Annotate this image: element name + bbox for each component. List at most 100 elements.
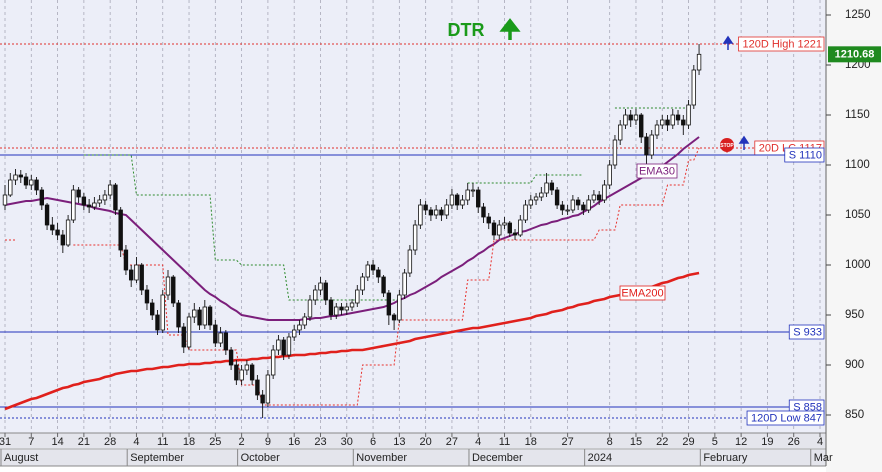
candle-body xyxy=(523,204,528,221)
candle-body xyxy=(102,194,108,201)
title-up-arrow xyxy=(499,18,521,40)
stop-line xyxy=(73,147,700,406)
stop-down-marker xyxy=(724,149,730,153)
candle-body xyxy=(239,369,244,381)
candle-body xyxy=(691,69,697,106)
candle-body xyxy=(318,282,323,291)
candle-body xyxy=(497,224,502,236)
level-label: S 858 xyxy=(793,401,822,413)
candle-body xyxy=(512,232,518,236)
candle-body xyxy=(449,194,455,206)
candle-body xyxy=(228,349,234,366)
x-tick-label: 27 xyxy=(446,436,458,448)
candle-body xyxy=(8,179,13,196)
x-tick-label: 29 xyxy=(682,436,694,448)
candle-body xyxy=(628,114,633,121)
candle-body xyxy=(596,194,602,201)
candle-body xyxy=(476,189,481,208)
candle-body xyxy=(139,264,144,291)
y-tick-label: 1250 xyxy=(845,9,871,21)
stop-arrow-icon xyxy=(738,135,750,150)
candle-body xyxy=(29,179,34,186)
candle-body xyxy=(623,114,628,126)
ema-line xyxy=(4,271,700,411)
level-label: S 1110 xyxy=(789,149,822,161)
month-label: September xyxy=(130,452,184,464)
ema30-label: EMA30 xyxy=(639,165,675,177)
candle-body xyxy=(570,199,576,211)
x-tick-label: 18 xyxy=(525,436,537,448)
x-tick-label: 30 xyxy=(341,436,353,448)
candle-body xyxy=(334,306,339,316)
candle-body xyxy=(612,139,618,166)
x-tick-label: 19 xyxy=(761,436,773,448)
candle-body xyxy=(518,219,523,236)
x-tick-label: 14 xyxy=(51,436,63,448)
y-tick-label: 1150 xyxy=(845,109,870,121)
x-tick-label: 20 xyxy=(420,436,432,448)
x-tick-label: 4 xyxy=(817,436,823,448)
candle-body xyxy=(307,299,313,318)
price-axis-panel xyxy=(826,0,882,472)
x-tick-label: 12 xyxy=(735,436,747,448)
candle-body xyxy=(633,114,639,121)
candle-body xyxy=(181,326,186,348)
candle-body xyxy=(470,189,476,192)
candle-body xyxy=(402,272,407,296)
candle-body xyxy=(418,204,423,226)
x-tick-label: 28 xyxy=(104,436,116,448)
candle-body xyxy=(328,299,334,316)
candle-body xyxy=(365,264,371,278)
candle-body xyxy=(670,114,675,126)
candle-body xyxy=(344,306,349,311)
candle-body xyxy=(581,204,586,211)
x-tick-label: 4 xyxy=(133,436,139,448)
candle-body xyxy=(176,302,181,328)
candle-body xyxy=(302,316,307,326)
candle-body xyxy=(491,222,497,236)
candle-body xyxy=(150,302,155,316)
candle-body xyxy=(617,124,623,141)
candle-body xyxy=(423,204,428,211)
candle-body xyxy=(270,349,276,376)
candle-body xyxy=(34,179,39,191)
candle-body xyxy=(370,264,376,271)
candle-body xyxy=(407,249,413,274)
candle-body xyxy=(113,184,118,211)
candle-body xyxy=(291,329,297,338)
candle-body xyxy=(607,164,612,186)
candle-body xyxy=(144,289,150,304)
candle-body xyxy=(433,209,439,216)
last-price-box xyxy=(828,46,881,63)
grid-layer xyxy=(4,0,821,433)
y-tick-label: 1100 xyxy=(845,159,870,171)
candle-body xyxy=(60,234,66,246)
candle-body xyxy=(602,184,607,201)
level-label: S 933 xyxy=(793,326,822,338)
candle-body xyxy=(465,189,470,201)
candle-body xyxy=(660,119,665,126)
x-tick-label: 21 xyxy=(78,436,90,448)
candle-body xyxy=(696,53,702,71)
candle-body xyxy=(444,204,449,216)
candle-body xyxy=(428,209,434,216)
last-price-group: 1210.68 xyxy=(828,46,881,63)
candle-body xyxy=(376,269,381,278)
candle-body xyxy=(76,189,81,198)
candle-body xyxy=(107,184,113,196)
x-tick-label: 2 xyxy=(239,436,245,448)
candle-body xyxy=(313,289,318,301)
candle-body xyxy=(186,316,192,348)
x-tick-label: 31 xyxy=(0,436,11,448)
candle-body xyxy=(65,219,71,246)
candle-body xyxy=(339,306,344,311)
candle-body xyxy=(507,222,512,234)
y-tick-label: 900 xyxy=(845,359,864,371)
candle-body xyxy=(686,104,691,126)
candle-body xyxy=(560,204,565,211)
x-tick-label: 27 xyxy=(561,436,573,448)
candle-body xyxy=(165,276,171,296)
candle-body xyxy=(71,189,76,221)
candle-body xyxy=(207,306,213,326)
x-tick-label: 7 xyxy=(28,436,34,448)
